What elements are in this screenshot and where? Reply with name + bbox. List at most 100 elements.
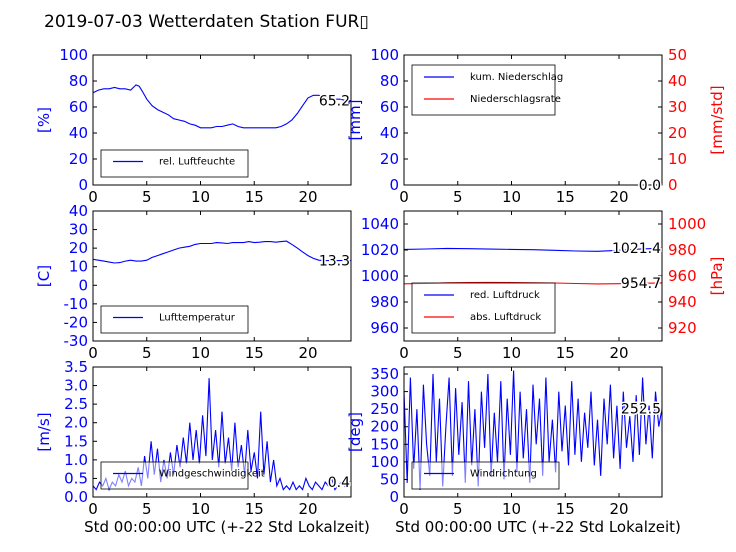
humidity-xtick-label: 0	[88, 188, 98, 206]
winddir-last-value: 252.5	[621, 401, 661, 417]
precipitation-xtick-label: 5	[453, 188, 463, 206]
winddir-xtick-label: 20	[609, 500, 628, 518]
windspeed-ytick-label: 3.0	[64, 377, 88, 395]
humidity-legend-label: rel. Luftfeuchte	[159, 157, 235, 168]
humidity-xtick-label: 15	[245, 188, 264, 206]
pressure-ytick-right-label: 940	[668, 293, 697, 311]
windspeed-ytick-label: 0.0	[64, 488, 88, 506]
temperature-frame	[92, 210, 352, 342]
winddir-ytick-label: 50	[380, 470, 399, 488]
pressure-last-value: 954.7	[621, 276, 661, 292]
pressure-last-value: 1021.4	[612, 241, 661, 257]
windspeed-ytick-label: 2.0	[64, 414, 88, 432]
precipitation-ylabel: [mm]	[346, 100, 364, 141]
humidity-ytick-label: 80	[69, 72, 88, 90]
windspeed-legend: Windgeschwindigkeit	[100, 461, 265, 490]
precipitation-xtick-label: 15	[556, 188, 575, 206]
temperature-ytick-label: -10	[64, 295, 89, 313]
pressure-ytick-right-label: 960	[668, 267, 697, 285]
winddir-legend: Windrichtung	[411, 461, 560, 490]
precipitation-legend: kum. Niederschlag Niederschlagsrate	[411, 64, 563, 116]
windspeed-xlabel: Std 00:00:00 UTC (+-22 Std Lokalzeit)	[84, 518, 370, 536]
precipitation-ytick-right-label: 50	[668, 46, 687, 64]
pressure-ytick-right-label: 1000	[668, 215, 706, 233]
precipitation-ytick-right-label: 10	[668, 150, 687, 168]
humidity-series-0-line	[92, 84, 351, 129]
winddir-ytick-label: 150	[370, 435, 399, 453]
humidity-last-value: 65.2	[319, 94, 350, 110]
windspeed-xtick-label: 20	[298, 500, 317, 518]
windspeed-xtick-label: 15	[245, 500, 264, 518]
temperature-xtick-label: 20	[298, 344, 317, 362]
humidity-panel: 0 5 10 15 20 0 20 40 60 80 100 [%] rel. Luftfeuchte 6…	[35, 46, 352, 206]
pressure-xtick-label: 10	[502, 344, 521, 362]
temperature-xtick-label: 5	[142, 344, 152, 362]
pressure-ylabel-right: [hPa]	[708, 257, 726, 296]
humidity-xtick-label: 20	[298, 188, 317, 206]
temperature-ytick-label: -20	[64, 313, 89, 331]
pressure-ytick-right-label: 980	[668, 241, 697, 259]
humidity-ytick-label: 40	[69, 124, 88, 142]
humidity-ytick-label: 20	[69, 150, 88, 168]
precipitation-ytick-label: 60	[380, 98, 399, 116]
precipitation-ylabel-right: [mm/std]	[708, 85, 726, 154]
precipitation-ytick-right-label: 30	[668, 98, 687, 116]
pressure-legend-box	[411, 282, 556, 334]
pressure-ytick-right-label: 920	[668, 319, 697, 337]
precipitation-panel: 0 5 10 15 20 0 20 40 60 80 100 0 10 20 30 40 50 [mm] [mm/s…	[346, 46, 726, 206]
winddir-xlabel: Std 00:00:00 UTC (+-22 Std Lokalzeit)	[395, 518, 681, 536]
temperature-last-value: 13.3	[319, 254, 350, 270]
precipitation-ytick-label: 20	[380, 150, 399, 168]
windspeed-xtick-label: 5	[142, 500, 152, 518]
temperature-series-0-line	[92, 240, 351, 264]
humidity-xtick-label: 5	[142, 188, 152, 206]
winddir-xtick-label: 0	[399, 500, 409, 518]
winddir-ytick-label: 100	[370, 453, 399, 471]
precipitation-last-value: 0.0	[639, 178, 661, 194]
precipitation-xtick-label: 20	[609, 188, 628, 206]
temperature-ylabel: [C]	[35, 265, 53, 287]
winddir-ytick-label: 200	[370, 418, 399, 436]
winddir-ytick-label: 350	[370, 365, 399, 383]
pressure-legend-label: abs. Luftdruck	[470, 312, 541, 323]
windspeed-last-value: 0.4	[328, 475, 350, 491]
precipitation-legend-label: Niederschlagsrate	[470, 94, 561, 105]
chart-title: 2019-07-03 Wetterdaten Station FUR▯	[44, 12, 369, 32]
temperature-xtick-label: 10	[191, 344, 210, 362]
temperature-ytick-label: 0	[78, 276, 88, 294]
precipitation-legend-label: kum. Niederschlag	[470, 72, 563, 83]
winddir-legend-box	[411, 461, 560, 490]
pressure-legend: red. Luftdruck abs. Luftdruck	[411, 282, 556, 334]
humidity-ytick-label: 60	[69, 98, 88, 116]
temperature-ytick-label: 10	[69, 258, 88, 276]
windspeed-ytick-label: 0.5	[64, 469, 88, 487]
winddir-ytick-label: 0	[389, 488, 399, 506]
humidity-legend: rel. Luftfeuchte	[100, 149, 249, 178]
precipitation-ytick-right-label: 40	[668, 72, 687, 90]
windspeed-ytick-label: 2.5	[64, 395, 88, 413]
humidity-ytick-label: 0	[78, 176, 88, 194]
precipitation-legend-box	[411, 64, 556, 116]
precipitation-ytick-right-label: 20	[668, 124, 687, 142]
humidity-ylabel: [%]	[35, 107, 53, 133]
pressure-ytick-label: 960	[370, 319, 399, 337]
precipitation-last-value: 0.0	[639, 178, 661, 194]
humidity-legend-box	[100, 149, 249, 178]
windspeed-legend-label: Windgeschwindigkeit	[159, 469, 265, 480]
precipitation-ytick-label: 40	[380, 124, 399, 142]
humidity-xtick-label: 10	[191, 188, 210, 206]
pressure-series-0-line	[403, 247, 663, 252]
temperature-ytick-label: -30	[64, 332, 89, 350]
winddir-ytick-label: 250	[370, 400, 399, 418]
humidity-ytick-label: 100	[59, 46, 88, 64]
winddir-frame	[403, 366, 663, 498]
pressure-xtick-label: 15	[556, 344, 575, 362]
pressure-xtick-label: 0	[399, 344, 409, 362]
pressure-ytick-label: 1020	[361, 241, 399, 259]
precipitation-ytick-label: 100	[370, 46, 399, 64]
temperature-xtick-label: 0	[88, 344, 98, 362]
precipitation-frame	[403, 54, 663, 186]
humidity-frame	[92, 54, 352, 186]
winddir-xtick-label: 15	[556, 500, 575, 518]
